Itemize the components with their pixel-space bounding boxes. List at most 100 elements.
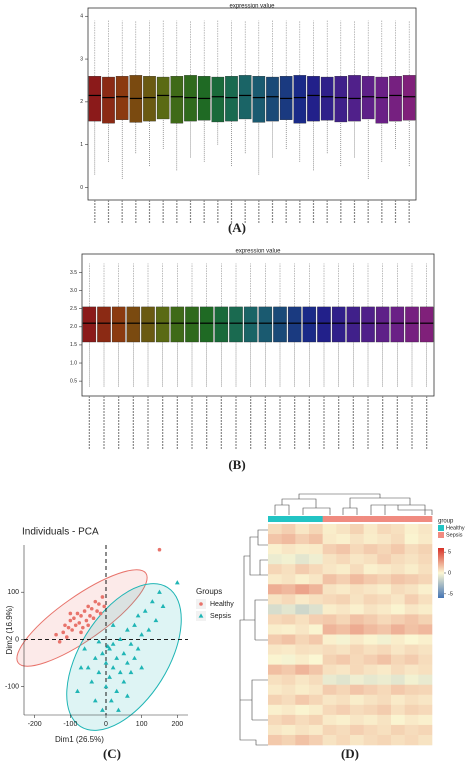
heat-cell [377,534,392,545]
heat-cell [363,614,378,625]
point [153,617,159,623]
heat-cell [336,604,351,615]
heat-cell [350,594,364,605]
point [78,665,84,670]
box [346,306,361,343]
point [63,623,67,628]
point [81,625,85,630]
point [75,688,80,693]
y-tick-label: 3.0 [70,288,77,294]
point [124,627,130,632]
heat-cell [377,564,392,575]
box [199,306,214,343]
point [128,641,134,646]
chart-title: expression value [235,249,281,255]
heat-cell [377,594,392,605]
heat-cell [418,674,433,686]
heat-cell [418,654,433,665]
heat-cell [281,624,296,635]
heat-cell [418,714,433,726]
heat-cell [268,624,282,635]
group-annotation [363,516,378,522]
point [135,646,141,651]
heat-cell [377,694,392,706]
box [389,76,402,122]
heat-cell [322,724,337,736]
box [243,306,258,343]
point [89,606,94,611]
heat-cell [322,554,337,565]
panel-label: (D) [341,746,359,761]
heat-cell [418,534,433,545]
heat-cell [336,654,351,665]
heat-cell [377,574,392,585]
heat-cell [268,604,282,615]
heat-cell [336,554,351,565]
x-tick-label: 200 [171,721,183,728]
heat-cell [377,584,392,595]
heat-cell [418,614,433,625]
heat-cell [336,684,351,696]
heat-cell [268,634,282,645]
heat-cell [363,604,378,615]
heat-cell [377,554,392,565]
legend-marker [198,613,204,618]
point [98,611,103,616]
heat-cell [322,584,337,595]
heat-cell [350,554,364,565]
heat-cell [377,734,392,746]
box [334,76,348,123]
heat-cell [404,524,419,535]
point [97,602,101,606]
heat-cell [281,584,296,595]
colorbar [438,548,444,598]
point [92,655,98,660]
heat-cell [322,534,337,545]
point [91,616,96,620]
heat-cell [363,704,378,716]
y-tick-label: 0 [80,185,83,191]
heat-cell [350,694,364,706]
heat-cell [281,524,296,535]
x-axis-label: Dim1 (26.5%) [55,735,104,744]
heat-cell [418,554,433,565]
point [121,679,127,684]
y-tick-label: 1 [80,142,83,148]
heat-cell [322,644,337,655]
heat-cell [322,624,337,635]
point [124,693,130,698]
heat-cell [377,644,392,655]
chart-title: expression value [229,4,275,10]
y-tick-label: 0.5 [70,378,77,384]
heat-cell [350,654,364,665]
heat-cell [350,524,364,535]
box [266,76,279,122]
heat-cell [268,644,282,655]
heat-cell [281,664,296,675]
heat-cell [363,624,378,635]
heat-cell [295,664,310,675]
point [93,599,98,604]
heat-cell [363,724,378,736]
y-tick-label: 4 [80,14,83,20]
heat-cell [268,554,282,565]
point [103,660,109,665]
group-annotation [391,516,405,522]
heat-cell [281,724,296,736]
heat-cell [350,574,364,585]
x-tick-label: -200 [28,721,42,728]
heat-cell [322,654,337,665]
point [82,646,88,651]
heat-cell [418,724,433,736]
heat-cell [363,534,378,545]
point [139,665,145,670]
heat-cell [350,664,364,675]
heat-cell [377,604,392,615]
heat-cell [350,544,364,555]
legend-label: Sepsis [446,532,463,538]
heat-cell [336,614,351,625]
healthy-ellipse [16,569,148,667]
heat-cell [322,564,337,575]
heat-cell [377,544,392,555]
heat-cell [350,724,364,736]
